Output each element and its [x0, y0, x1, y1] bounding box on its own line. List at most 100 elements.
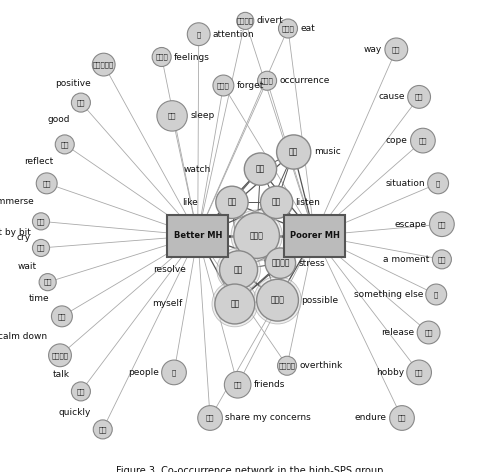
Text: 少し: 少し	[37, 244, 46, 251]
Text: eat: eat	[300, 24, 315, 33]
Circle shape	[212, 281, 258, 327]
Text: Figure 3. Co-occurrence network in the high-SPS group: Figure 3. Co-occurrence network in the h…	[116, 465, 384, 472]
Text: hobby: hobby	[376, 368, 404, 377]
Circle shape	[216, 186, 248, 219]
Text: divert: divert	[256, 17, 283, 25]
Text: 相談: 相談	[206, 415, 214, 421]
Text: share my concerns: share my concerns	[226, 413, 311, 422]
Text: stress: stress	[298, 259, 325, 268]
Text: a moment: a moment	[383, 255, 430, 264]
Circle shape	[32, 239, 50, 256]
Text: calm down: calm down	[0, 332, 46, 341]
Circle shape	[265, 248, 296, 278]
Text: something else: something else	[354, 290, 423, 299]
Circle shape	[428, 173, 448, 194]
Circle shape	[52, 306, 72, 327]
Circle shape	[430, 212, 454, 236]
Circle shape	[188, 23, 210, 46]
Circle shape	[215, 284, 255, 324]
Text: positive: positive	[54, 79, 90, 88]
Text: like: like	[182, 198, 198, 207]
Text: 泣く: 泣く	[37, 218, 46, 225]
Text: 良い: 良い	[76, 99, 85, 106]
Circle shape	[56, 135, 74, 154]
Circle shape	[220, 251, 258, 289]
Circle shape	[234, 213, 280, 258]
Text: 解決: 解決	[234, 265, 243, 274]
Text: 見る: 見る	[256, 165, 265, 174]
Text: music: music	[314, 147, 340, 157]
Text: 話す: 話す	[76, 388, 85, 395]
Circle shape	[94, 420, 112, 439]
Circle shape	[198, 405, 222, 430]
Circle shape	[278, 19, 297, 38]
Circle shape	[276, 135, 311, 169]
Circle shape	[36, 173, 57, 194]
Text: 我慢: 我慢	[398, 415, 406, 421]
Text: 級らわす: 級らわす	[237, 17, 254, 24]
Text: Better MH: Better MH	[174, 231, 222, 240]
Circle shape	[278, 356, 296, 375]
Circle shape	[217, 248, 260, 292]
Text: talk: talk	[52, 370, 70, 379]
Circle shape	[410, 128, 436, 153]
Circle shape	[157, 101, 188, 131]
Text: release: release	[381, 328, 414, 337]
Text: 対処: 対処	[418, 137, 427, 144]
Text: friends: friends	[254, 380, 285, 389]
Text: quickly: quickly	[59, 408, 92, 417]
Text: resolve: resolve	[154, 265, 186, 274]
Circle shape	[256, 279, 298, 321]
Text: 寡る: 寡る	[168, 113, 176, 119]
Text: forget: forget	[236, 81, 264, 90]
Circle shape	[162, 360, 186, 385]
Text: endure: endure	[355, 413, 387, 422]
Circle shape	[72, 382, 90, 401]
Circle shape	[407, 360, 432, 385]
Circle shape	[417, 321, 440, 344]
Text: 逃避: 逃避	[438, 221, 446, 228]
Circle shape	[39, 274, 56, 291]
Text: listen: listen	[296, 198, 320, 207]
Circle shape	[152, 48, 171, 67]
Circle shape	[236, 12, 254, 29]
Text: 考え込む: 考え込む	[278, 362, 295, 369]
Text: 考える: 考える	[250, 231, 264, 240]
Text: people: people	[128, 368, 159, 377]
Text: 好き: 好き	[228, 198, 236, 207]
Circle shape	[426, 284, 446, 305]
Text: 一日: 一日	[438, 256, 446, 262]
Circle shape	[231, 210, 282, 261]
Circle shape	[244, 153, 276, 185]
Text: myself: myself	[152, 300, 182, 309]
Circle shape	[224, 371, 251, 398]
Text: 友達: 友達	[234, 381, 242, 388]
Text: escape: escape	[394, 219, 426, 229]
Text: wait: wait	[18, 262, 37, 271]
Text: bit by bit: bit by bit	[0, 228, 30, 236]
Text: cause: cause	[378, 93, 405, 101]
Text: 忘れる: 忘れる	[217, 82, 230, 89]
Circle shape	[385, 38, 407, 61]
Circle shape	[260, 186, 293, 219]
Circle shape	[213, 75, 234, 96]
Text: 場: 場	[436, 180, 440, 186]
Text: 人: 人	[172, 369, 176, 376]
Text: 出来る: 出来る	[270, 295, 284, 305]
Text: 待つ: 待つ	[44, 279, 52, 286]
Circle shape	[32, 213, 50, 230]
Circle shape	[48, 344, 72, 367]
Text: 原因: 原因	[415, 93, 424, 100]
Text: 音楽: 音楽	[289, 147, 298, 157]
Text: 気持ち: 気持ち	[156, 54, 168, 60]
Circle shape	[254, 277, 302, 324]
Text: 聴く: 聴く	[272, 198, 281, 207]
Text: 點べる: 點べる	[282, 25, 294, 32]
Text: attention: attention	[213, 30, 254, 39]
Text: 趣味: 趣味	[415, 369, 424, 376]
Text: 発散: 発散	[424, 329, 433, 336]
Text: 落ち着く: 落ち着く	[52, 352, 68, 359]
FancyBboxPatch shape	[168, 215, 228, 256]
Circle shape	[258, 71, 276, 90]
Text: sleep: sleep	[190, 111, 214, 120]
